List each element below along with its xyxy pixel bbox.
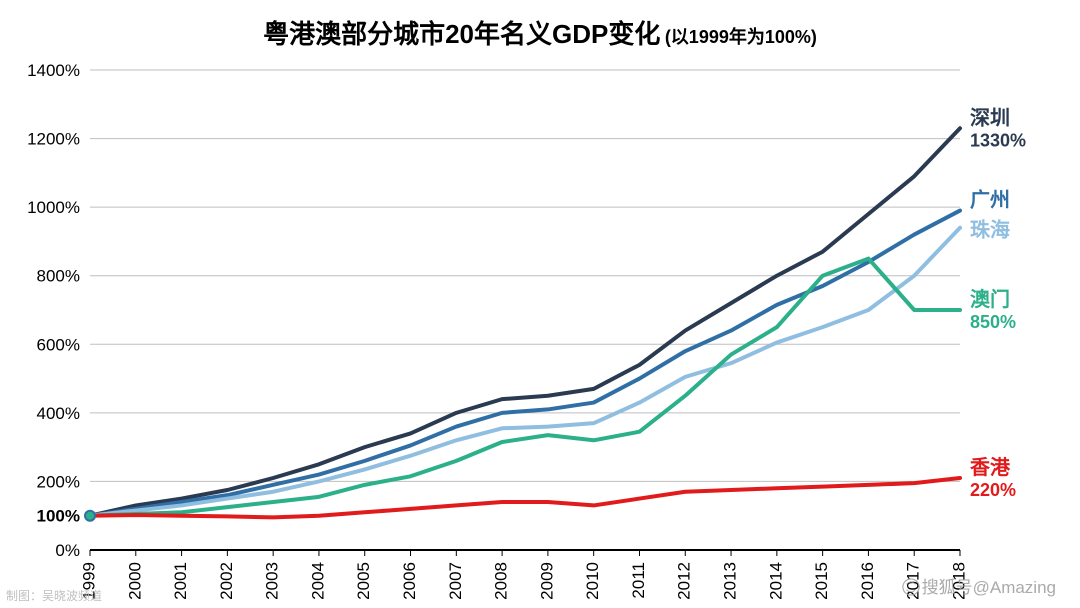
svg-text:深圳: 深圳: [970, 106, 1010, 129]
svg-text:1330%: 1330%: [970, 130, 1026, 150]
svg-text:1400%: 1400%: [27, 61, 80, 80]
svg-text:2009: 2009: [537, 562, 556, 600]
svg-text:2008: 2008: [492, 562, 511, 600]
title-main: 粤港澳部分城市20年名义GDP变化: [263, 19, 660, 49]
svg-text:2000: 2000: [125, 562, 144, 600]
svg-text:2004: 2004: [308, 562, 327, 600]
svg-text:200%: 200%: [37, 472, 80, 491]
svg-text:1000%: 1000%: [27, 198, 80, 217]
sohu-icon: [902, 578, 920, 596]
svg-text:2007: 2007: [446, 562, 465, 600]
line-chart: 0%200%400%600%800%1000%1200%1400%100%199…: [0, 0, 1080, 608]
svg-text:2001: 2001: [171, 562, 190, 600]
svg-text:2013: 2013: [721, 562, 740, 600]
credit-text: 制图：吴晓波频道: [6, 587, 102, 604]
svg-text:2003: 2003: [263, 562, 282, 600]
svg-text:850%: 850%: [970, 312, 1016, 332]
svg-text:600%: 600%: [37, 335, 80, 354]
svg-text:400%: 400%: [37, 404, 80, 423]
svg-text:100%: 100%: [37, 507, 80, 526]
watermark-text: 搜狐号@Amazing: [922, 578, 1056, 597]
svg-text:广州: 广州: [970, 188, 1010, 212]
chart-container: 粤港澳部分城市20年名义GDP变化 (以1999年为100%) 0% 200% 40…: [0, 0, 1080, 608]
watermark: 搜狐号@Amazing: [902, 573, 1056, 598]
svg-text:2010: 2010: [583, 562, 602, 600]
svg-text:澳门: 澳门: [970, 287, 1010, 311]
svg-text:800%: 800%: [37, 267, 80, 286]
svg-text:2006: 2006: [400, 562, 419, 600]
title-sub: (以1999年为100%): [665, 27, 817, 47]
svg-text:2015: 2015: [812, 562, 831, 600]
chart-title: 粤港澳部分城市20年名义GDP变化 (以1999年为100%): [0, 14, 1080, 51]
svg-text:2002: 2002: [217, 562, 236, 600]
svg-text:2016: 2016: [858, 562, 877, 600]
svg-text:2005: 2005: [354, 562, 373, 600]
svg-text:香港: 香港: [970, 455, 1011, 479]
svg-text:珠海: 珠海: [970, 218, 1010, 242]
svg-text:220%: 220%: [970, 480, 1016, 500]
svg-text:1200%: 1200%: [27, 130, 80, 149]
svg-text:2011: 2011: [629, 562, 648, 599]
svg-text:2014: 2014: [766, 562, 785, 600]
svg-text:2012: 2012: [675, 562, 694, 600]
svg-text:0%: 0%: [55, 541, 80, 560]
